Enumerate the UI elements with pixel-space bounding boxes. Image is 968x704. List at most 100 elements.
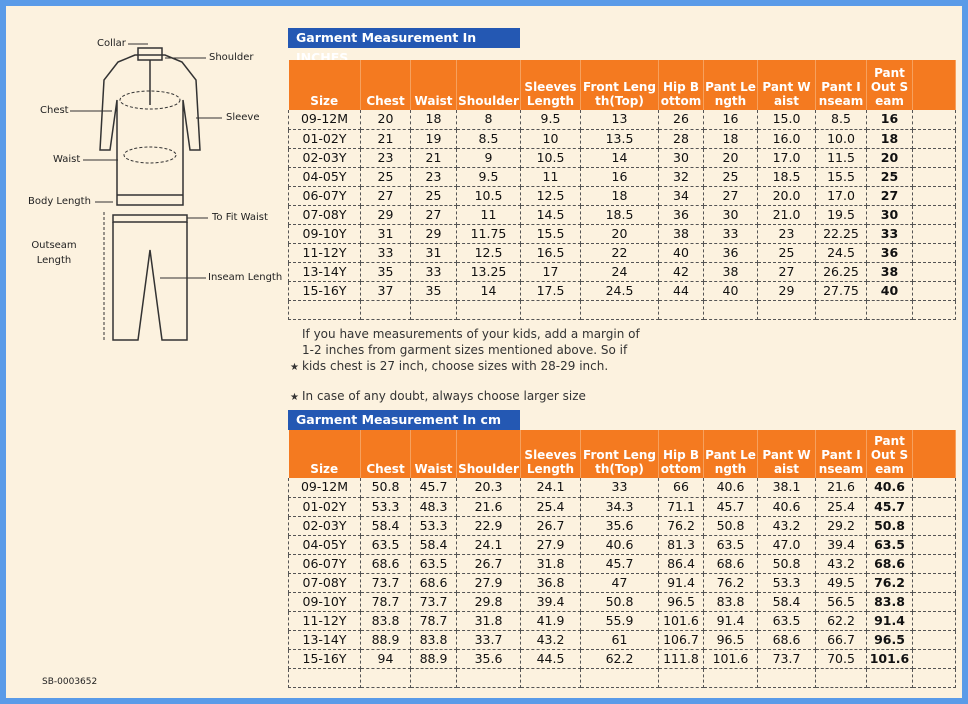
header-cell: Waist — [410, 60, 457, 110]
cell — [703, 300, 758, 320]
cell: 53.3 — [410, 516, 457, 536]
cell: 63.5 — [360, 535, 411, 555]
header-cell: Pant Inseam — [815, 430, 867, 478]
cell: 25.4 — [520, 497, 581, 517]
header-cell — [912, 60, 956, 110]
bullet: ★ — [290, 362, 299, 373]
cell: 44.5 — [520, 649, 581, 669]
cell: 25 — [703, 167, 758, 187]
row: 09-10Y 78.7 73.7 29.8 39.4 50.8 96.5 83.8 58.4 56… — [288, 592, 956, 612]
cell: 91.4 — [703, 611, 758, 631]
cell: 19.5 — [815, 205, 867, 225]
cell: 36 — [658, 205, 704, 225]
cell — [912, 516, 956, 536]
header-cell: Pant Waist — [757, 430, 816, 478]
cell: 35 — [410, 281, 457, 301]
cell: 83.8 — [703, 592, 758, 612]
cell: 24.1 — [456, 535, 521, 555]
cell: 33 — [360, 243, 411, 263]
cell: 11 — [520, 167, 581, 187]
cell: 13.25 — [456, 262, 521, 282]
cell: 13-14Y — [288, 630, 361, 650]
cell: 37 — [360, 281, 411, 301]
cell: 31.8 — [456, 611, 521, 631]
cell: 11.5 — [815, 148, 867, 168]
cell: 16 — [580, 167, 659, 187]
header-cell: Pant Inseam — [815, 60, 867, 110]
cell: 21.6 — [815, 478, 867, 498]
cell: 33 — [866, 224, 913, 244]
cell: 31.8 — [520, 554, 581, 574]
row: 15-16Y 94 88.9 35.6 44.5 62.2 111.8 101.6 73.7 70… — [288, 649, 956, 669]
header-cell: Chest — [360, 430, 411, 478]
cell: 45.7 — [703, 497, 758, 517]
label: To Fit Waist — [212, 212, 268, 223]
cell — [288, 668, 361, 688]
cell: 29 — [757, 281, 816, 301]
cell: 45.7 — [580, 554, 659, 574]
cell: 61 — [580, 630, 659, 650]
row: 02-03Y 58.4 53.3 22.9 26.7 35.6 76.2 50.8 43.2 29… — [288, 516, 956, 536]
cell: 68.6 — [360, 554, 411, 574]
cell: 20 — [580, 224, 659, 244]
cell: 14 — [456, 281, 521, 301]
cell: 17.0 — [757, 148, 816, 168]
cell: 38 — [703, 262, 758, 282]
note: If you have measurements of your kids, a… — [302, 327, 640, 373]
cell: 9 — [456, 148, 521, 168]
cell: 40.6 — [580, 535, 659, 555]
cell: 48.3 — [410, 497, 457, 517]
cell: 07-08Y — [288, 573, 361, 593]
cell — [815, 300, 867, 320]
cell: 96.5 — [703, 630, 758, 650]
cell — [912, 167, 956, 187]
cell: 02-03Y — [288, 516, 361, 536]
cell: 88.9 — [360, 630, 411, 650]
header-cell: Front Length(Top) — [580, 60, 659, 110]
cell: 10 — [520, 129, 581, 149]
label: Sleeve — [226, 112, 260, 123]
cell: 47.0 — [757, 535, 816, 555]
label: Collar — [97, 38, 126, 49]
cell: 22 — [580, 243, 659, 263]
header-row: Size Chest Waist Shoulder Sleeves Length Fron… — [288, 430, 956, 478]
cell — [866, 300, 913, 320]
header-cell — [912, 430, 956, 478]
cell: 35 — [360, 262, 411, 282]
cell: 23 — [360, 148, 411, 168]
bullet: ★ — [290, 392, 299, 403]
cell: 49.5 — [815, 573, 867, 593]
cell — [815, 668, 867, 688]
cell — [912, 243, 956, 263]
cell: 25 — [866, 167, 913, 187]
cell: 101.6 — [703, 649, 758, 669]
cell: 19 — [410, 129, 457, 149]
cell: 14 — [580, 148, 659, 168]
label: Body Length — [28, 196, 91, 207]
cell: 101.6 — [658, 611, 704, 631]
cell: 63.5 — [410, 554, 457, 574]
label: Inseam Length — [208, 272, 283, 283]
cell: 42 — [658, 262, 704, 282]
cell: 96.5 — [658, 592, 704, 612]
cell: 76.2 — [703, 573, 758, 593]
cell — [912, 630, 956, 650]
cell: 73.7 — [360, 573, 411, 593]
cell: 36 — [703, 243, 758, 263]
cell — [410, 300, 457, 320]
cell: 40 — [658, 243, 704, 263]
label: Shoulder — [209, 52, 254, 63]
garment-diagram — [70, 43, 222, 342]
cell — [757, 300, 816, 320]
cell — [360, 668, 411, 688]
cell: 06-07Y — [288, 554, 361, 574]
cell: 17 — [520, 262, 581, 282]
cell: 18 — [703, 129, 758, 149]
cell — [912, 262, 956, 282]
label: Chest — [40, 105, 69, 116]
cell: 13.5 — [580, 129, 659, 149]
cell: 50.8 — [703, 516, 758, 536]
row — [288, 300, 956, 320]
cell: 96.5 — [866, 630, 913, 650]
cell: 11-12Y — [288, 243, 361, 263]
